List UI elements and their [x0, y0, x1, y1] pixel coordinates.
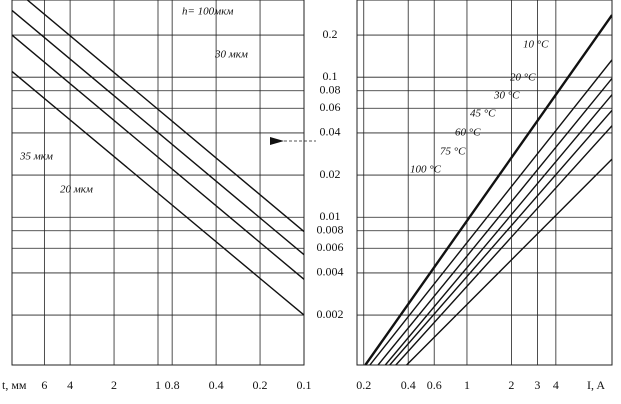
series-line — [26, 0, 304, 233]
y-tick-label: 0.04 — [320, 125, 341, 139]
y-tick-label: 0.01 — [320, 209, 341, 223]
x-tick-label: 0.4 — [401, 378, 416, 392]
x-tick-label: 0.1 — [297, 378, 312, 392]
y-tick-label: 0.02 — [320, 167, 341, 181]
series-line — [384, 94, 612, 365]
series-line — [377, 77, 612, 365]
series-label: 100 °C — [410, 164, 442, 176]
x-tick-label: 2 — [508, 378, 514, 392]
series-line — [12, 34, 304, 280]
series-label: 10 °C — [523, 39, 549, 51]
x-tick-label: 0.2 — [253, 378, 268, 392]
x-tick-label: 1 — [464, 378, 470, 392]
y-tick-label: 0.08 — [320, 83, 341, 97]
arrow — [270, 137, 284, 145]
y-tick-label: 0.002 — [317, 307, 344, 321]
series-label: h= 100мкм — [182, 6, 233, 18]
y-tick-label: 0.008 — [317, 223, 344, 237]
series-line — [369, 59, 612, 365]
x-tick-label: 0.2 — [356, 378, 371, 392]
series-line — [364, 14, 612, 365]
series-line — [389, 109, 612, 365]
x-tick-label: 0.6 — [427, 378, 442, 392]
y-tick-label: 0.1 — [323, 69, 338, 83]
series-line — [12, 9, 304, 256]
plot-frame — [356, 0, 613, 366]
x-tick-label: 4 — [553, 378, 559, 392]
x-tick-label: 3 — [534, 378, 540, 392]
series-label: 20 °C — [510, 72, 536, 84]
x-tick-label: 0.4 — [209, 378, 224, 392]
y-tick-label: 0.06 — [320, 100, 341, 114]
x-tick-label: 2 — [111, 378, 117, 392]
x-axis-label: I, A — [587, 378, 605, 392]
series-line — [406, 158, 612, 365]
series-label: 35 мкм — [19, 151, 53, 163]
series-label: 30 мкм — [214, 49, 248, 61]
x-tick-label: 0.8 — [165, 378, 180, 392]
series-line — [395, 125, 612, 365]
series-line — [12, 70, 304, 316]
series-label: 30 °C — [493, 90, 520, 102]
series-label: 75 °C — [440, 146, 466, 158]
x-axis-label: t, мм — [2, 378, 27, 392]
y-tick-label: 0.004 — [317, 265, 344, 279]
y-tick-label: 0.2 — [323, 27, 338, 41]
series-label: 60 °C — [455, 127, 481, 139]
y-tick-label: 0.006 — [317, 240, 344, 254]
series-label: 20 мкм — [60, 184, 93, 196]
series-label: 45 °C — [470, 108, 496, 120]
x-tick-label: 4 — [67, 378, 73, 392]
x-tick-label: 1 — [155, 378, 161, 392]
x-tick-label: 6 — [41, 378, 47, 392]
